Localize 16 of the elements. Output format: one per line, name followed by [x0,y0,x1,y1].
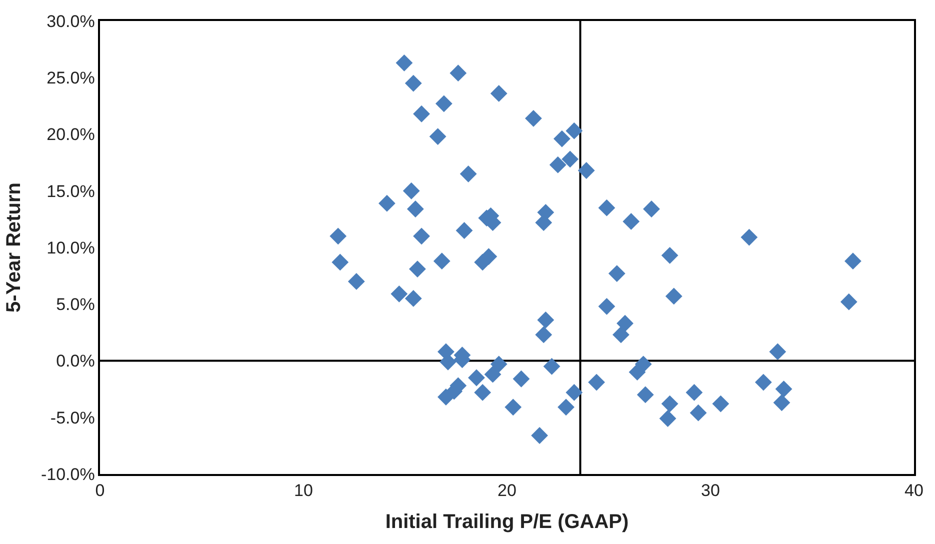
y-tick-label: 0.0% [56,352,95,371]
x-axis-title: Initial Trailing P/E (GAAP) [385,511,629,534]
y-axis-title: 5-Year Return [2,182,25,313]
y-tick-label: 10.0% [46,238,95,258]
x-tick-label: 30 [701,481,720,500]
y-tick-label: -5.0% [50,408,95,428]
x-tick-label: 40 [904,481,924,500]
y-tick-label: 5.0% [56,295,95,314]
y-tick-label: -10.0% [40,464,95,484]
y-tick-label: 20.0% [46,125,95,144]
y-tick-label: 30.0% [46,12,95,31]
x-tick-label: 0 [95,481,105,500]
y-tick-label: 25.0% [46,68,95,88]
x-tick-label: 10 [294,481,313,500]
x-tick-label: 20 [498,481,516,500]
y-tick-label: 15.0% [46,182,95,201]
